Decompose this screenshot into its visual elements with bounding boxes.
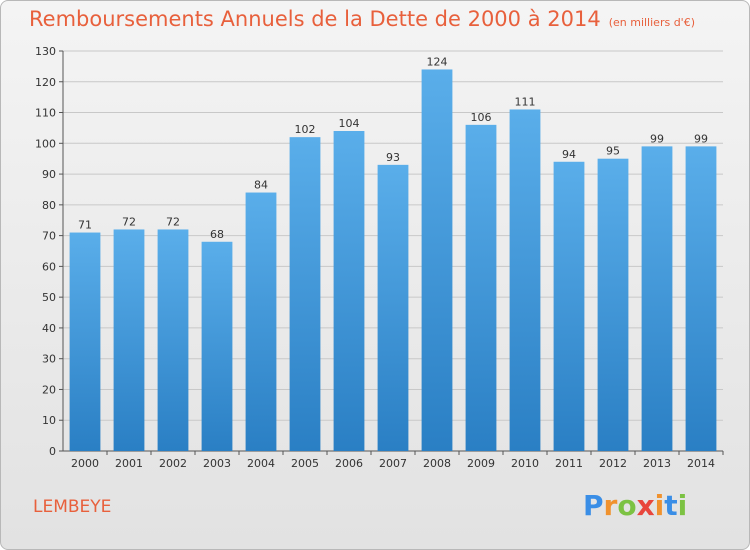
data-label-2013: 99 [650,132,664,145]
bar-2012 [597,158,629,451]
x-tick-label-2014: 2014 [687,457,715,470]
data-label-2007: 93 [386,151,400,164]
bar-2011 [553,161,585,451]
x-tick-label-2010: 2010 [511,457,539,470]
data-label-2004: 84 [254,179,268,192]
bar-2000 [69,232,101,451]
bar-2009 [465,124,497,451]
y-tick-label: 110 [35,107,56,120]
x-tick-label-2000: 2000 [71,457,99,470]
x-tick-label-2005: 2005 [291,457,319,470]
y-tick-label: 60 [42,260,56,273]
bar-2004 [245,192,277,452]
x-tick-label-2002: 2002 [159,457,187,470]
x-tick-label-2013: 2013 [643,457,671,470]
y-tick-label: 20 [42,383,56,396]
bar-2014 [685,146,717,451]
y-tick-label: 30 [42,353,56,366]
bar-2005 [289,137,321,451]
y-tick-label: 50 [42,291,56,304]
commune-name: LEMBEYE [33,497,112,517]
bar-2007 [377,164,409,451]
y-tick-label: 10 [42,414,56,427]
y-tick-label: 70 [42,230,56,243]
data-label-2012: 95 [606,145,620,158]
bar-2002 [157,229,189,451]
data-label-2003: 68 [210,228,224,241]
bar-2010 [509,109,541,451]
y-tick-label: 80 [42,199,56,212]
data-label-2010: 111 [515,95,536,108]
y-tick-label: 130 [35,45,56,58]
bars [69,69,717,452]
bar-2001 [113,229,145,451]
data-label-2006: 104 [339,117,360,130]
x-tick-label-2011: 2011 [555,457,583,470]
logo-letter: o [617,489,637,522]
x-tick-label-2006: 2006 [335,457,363,470]
chart-title-text: Remboursements Annuels de la Dette de 20… [29,7,601,31]
x-tick-label-2003: 2003 [203,457,231,470]
logo-letter: i [654,489,665,522]
x-tick-label-2004: 2004 [247,457,275,470]
bar-2008 [421,69,453,451]
chart-title: Remboursements Annuels de la Dette de 20… [29,7,695,31]
x-tick-label-2001: 2001 [115,457,143,470]
x-tick-label-2012: 2012 [599,457,627,470]
data-label-2009: 106 [471,111,492,124]
bar-2013 [641,146,673,451]
data-label-2001: 72 [122,215,136,228]
bar-2003 [201,241,233,451]
data-label-2011: 94 [562,148,576,161]
tick-labels: 0 10 20 30 40 50 60 70 80 90 100 110 120 130 2000 2001 2… [35,45,715,470]
x-tick-label-2007: 2007 [379,457,407,470]
proxiti-logo: Proxiti [583,489,687,522]
y-tick-label: 0 [49,445,56,458]
data-label-2008: 124 [427,55,448,68]
y-tick-label: 40 [42,322,56,335]
unit-note: (en milliers d'€) [608,16,695,29]
data-label-2005: 102 [295,123,316,136]
logo-letter: t [664,489,678,522]
data-labels: 71 72 72 68 84 102 104 93 124 106 111 94 95 99 99 [78,55,708,240]
logo-letter: P [583,489,604,522]
x-tick-label-2009: 2009 [467,457,495,470]
data-label-2014: 99 [694,132,708,145]
logo-letter: r [603,489,618,522]
data-label-2002: 72 [166,215,180,228]
x-tick-label-2008: 2008 [423,457,451,470]
y-tick-label: 90 [42,168,56,181]
bar-2006 [333,131,365,451]
logo-letter: x [636,489,655,522]
data-label-2000: 71 [78,219,92,232]
y-tick-label: 100 [35,137,56,150]
logo-letter: i [677,489,688,522]
y-tick-label: 120 [35,76,56,89]
